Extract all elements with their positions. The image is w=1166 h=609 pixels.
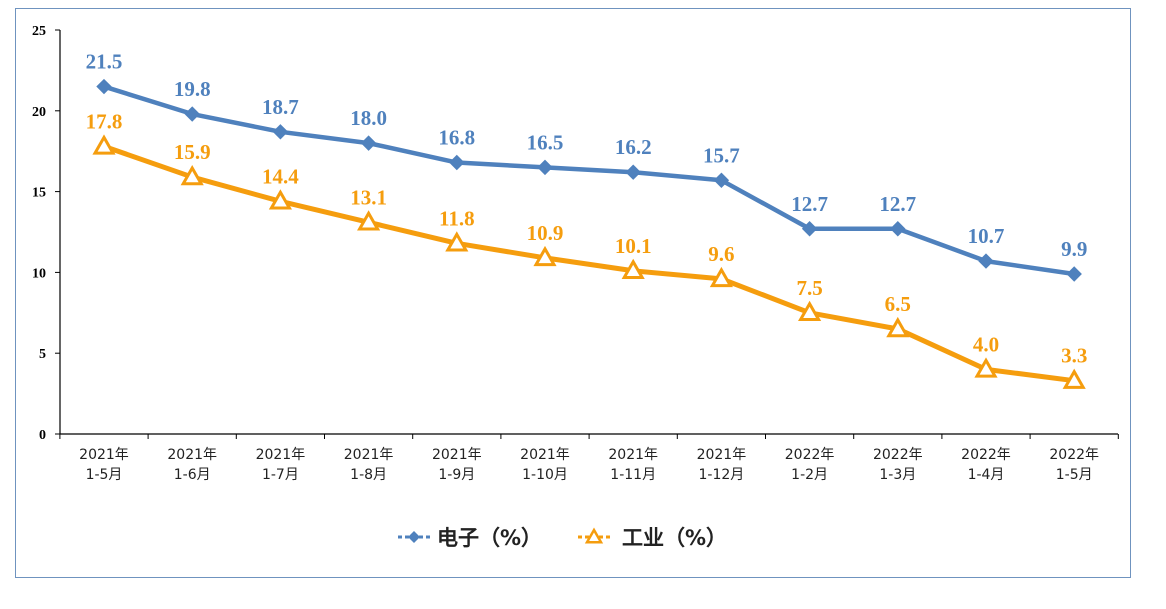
data-label: 15.7 — [703, 143, 740, 167]
data-point — [978, 253, 994, 269]
legend: 电子（%） 工业（%） — [398, 526, 727, 550]
data-point — [1066, 266, 1082, 282]
x-tick-label: 2021年 1-7月 — [256, 447, 306, 483]
data-point — [184, 106, 200, 122]
data-point — [272, 124, 289, 140]
data-point — [180, 165, 204, 186]
data-label: 13.1 — [350, 185, 387, 209]
data-label: 11.8 — [439, 206, 475, 230]
data-point — [357, 210, 381, 231]
x-tick-label: 2021年 1-12月 — [697, 447, 747, 483]
data-label: 10.7 — [968, 224, 1005, 248]
data-point — [96, 78, 112, 95]
data-point — [445, 231, 469, 252]
data-point — [801, 221, 818, 237]
data-label: 10.9 — [527, 221, 564, 245]
data-label: 12.7 — [791, 192, 828, 216]
data-label: 16.5 — [527, 130, 564, 154]
data-label: 19.8 — [174, 77, 211, 101]
data-label: 14.4 — [262, 164, 299, 188]
x-tick-label: 2022年 1-2月 — [785, 447, 835, 483]
x-tick-label: 2022年 1-4月 — [961, 447, 1011, 483]
series-line — [103, 143, 1075, 384]
x-tick-label: 2021年 1-6月 — [167, 447, 217, 483]
x-tick-label: 2021年 1-11月 — [608, 447, 658, 483]
data-point — [890, 221, 906, 237]
data-point — [625, 164, 641, 180]
x-tick-label: 2022年 1-5月 — [1049, 447, 1099, 483]
data-label: 18.0 — [350, 106, 387, 130]
y-tick-label: 10 — [32, 266, 46, 281]
data-label: 9.9 — [1061, 237, 1087, 261]
data-label: 10.1 — [615, 234, 652, 258]
data-label: 21.5 — [86, 50, 123, 74]
data-label: 17.8 — [86, 109, 123, 133]
y-tick-label: 15 — [32, 186, 46, 201]
y-tick-label: 0 — [39, 428, 46, 443]
data-label: 7.5 — [796, 276, 822, 300]
data-point — [268, 189, 292, 210]
data-point — [713, 172, 730, 188]
series-industry: 17.8 15.9 14.4 13.1 11.8 10.9 10.1 9.6 7.5 6.5 4.0… — [86, 109, 1087, 389]
data-point — [449, 154, 465, 171]
series-electronics: 21.5 19.8 18.7 18.0 16.8 16.5 16.2 15.7 12.7 12.7… — [86, 50, 1087, 282]
triangle-marker-icon — [584, 527, 604, 544]
data-label: 12.7 — [879, 192, 916, 216]
data-point — [1062, 368, 1086, 389]
x-tick-label: 2021年 1-10月 — [520, 447, 570, 483]
y-tick-label: 25 — [32, 24, 46, 39]
x-tick-label: 2021年 1-8月 — [344, 447, 394, 483]
data-point — [92, 134, 116, 155]
data-label: 15.9 — [174, 140, 211, 164]
legend-item-electronics: 电子（%） — [398, 526, 542, 550]
legend-item-industry: 工业（%） — [578, 526, 727, 550]
data-point — [537, 159, 553, 176]
data-point — [621, 258, 645, 280]
legend-label: 工业（%） — [622, 526, 727, 550]
y-tick-label: 20 — [32, 105, 46, 120]
x-tick-label: 2022年 1-3月 — [873, 447, 923, 483]
data-point — [360, 135, 377, 151]
data-label: 16.8 — [438, 126, 475, 150]
x-tick-label: 2021年 1-5月 — [79, 447, 129, 483]
data-label: 4.0 — [973, 332, 999, 356]
data-point — [886, 316, 910, 338]
data-label: 16.2 — [615, 135, 652, 159]
y-tick-label: 5 — [39, 347, 46, 362]
data-label: 6.5 — [885, 292, 911, 316]
data-point — [709, 266, 733, 288]
diamond-marker-icon — [408, 531, 420, 543]
data-point — [533, 245, 557, 267]
data-label: 18.7 — [262, 95, 299, 119]
data-point — [974, 357, 998, 378]
series-line — [103, 84, 1075, 277]
x-tick-label: 2021年 1-9月 — [432, 447, 482, 483]
data-label: 9.6 — [708, 242, 734, 266]
chart-frame — [15, 8, 1131, 578]
data-point — [798, 300, 822, 322]
legend-label: 电子（%） — [437, 526, 542, 550]
data-label: 3.3 — [1061, 344, 1087, 368]
